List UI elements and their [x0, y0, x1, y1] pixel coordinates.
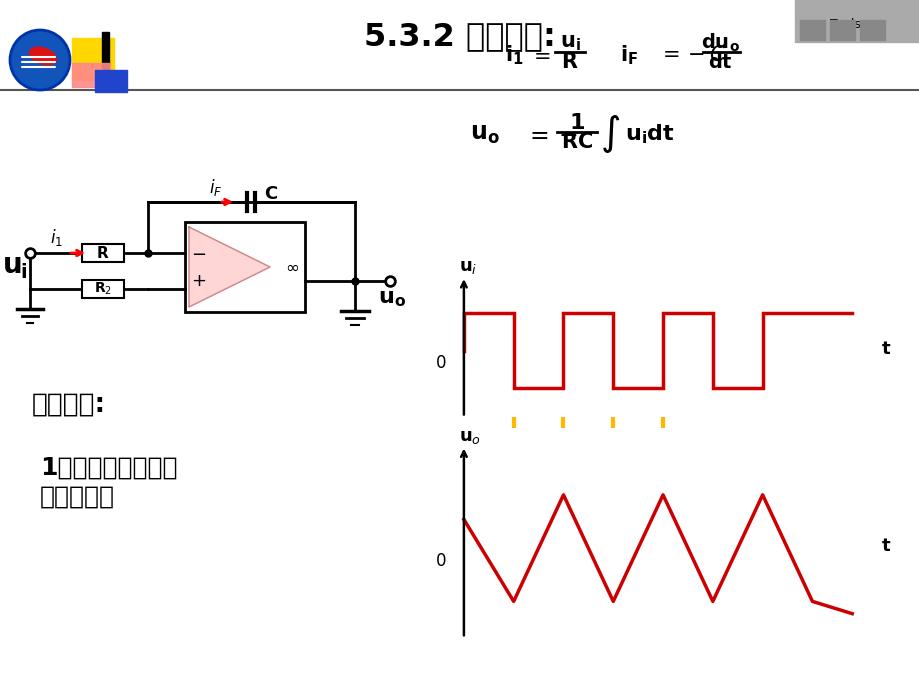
Text: Tools: Tools: [829, 19, 860, 32]
Text: t: t: [881, 537, 890, 555]
Text: u$_o$: u$_o$: [459, 428, 481, 446]
Text: $\mathbf{u_o}$: $\mathbf{u_o}$: [378, 289, 405, 309]
Text: $\mathbf{du_o}$: $\mathbf{du_o}$: [699, 32, 739, 54]
Text: $-$: $-$: [191, 244, 206, 262]
Text: C: C: [264, 185, 278, 203]
Bar: [800, 20, 824, 40]
Ellipse shape: [29, 47, 56, 65]
Text: $\mathbf{i_F}$: $\mathbf{i_F}$: [619, 43, 638, 67]
Bar: [859, 20, 884, 40]
Text: $\mathbf{i_1}$: $\mathbf{i_1}$: [505, 43, 523, 67]
Text: $\mathbf{u_i}$: $\mathbf{u_i}$: [559, 33, 580, 53]
Bar: [102, 32, 108, 87]
Text: 5.3.2 积分运算:: 5.3.2 积分运算:: [364, 21, 555, 52]
Text: $\mathbf{RC}$: $\mathbf{RC}$: [561, 132, 593, 152]
Text: $\int$: $\int$: [599, 113, 619, 155]
Text: t: t: [881, 339, 890, 357]
Bar: [794, 0, 919, 42]
Text: $= -C$: $= -C$: [657, 45, 725, 65]
Text: $=$: $=$: [528, 45, 550, 65]
Text: R: R: [97, 246, 108, 261]
Bar: [95, 70, 127, 92]
Text: u$_i$: u$_i$: [459, 258, 477, 276]
Text: $\infty$: $\infty$: [285, 258, 299, 276]
Text: R$_2$: R$_2$: [94, 281, 112, 297]
Text: 0: 0: [436, 552, 446, 570]
Text: $\mathbf{u_o}$: $\mathbf{u_o}$: [470, 122, 499, 146]
Text: $\mathbf{u}$: $\mathbf{u}$: [3, 251, 22, 279]
Text: $\mathbf{dt}$: $\mathbf{dt}$: [707, 54, 732, 72]
Text: 0: 0: [436, 354, 446, 373]
Text: 1、输入方波，输出: 1、输入方波，输出: [40, 456, 177, 480]
Bar: [72, 63, 110, 87]
Text: $\mathbf{R}$: $\mathbf{R}$: [561, 52, 578, 72]
Text: $i_1$: $i_1$: [50, 228, 62, 248]
Text: $\mathbf{u_i dt}$: $\mathbf{u_i dt}$: [624, 122, 675, 146]
Bar: [82, 244, 124, 262]
Bar: [829, 20, 854, 40]
Bar: [82, 280, 124, 298]
Circle shape: [10, 30, 70, 90]
Text: $+$: $+$: [191, 272, 206, 290]
Text: $\mathbf{i}$: $\mathbf{i}$: [20, 264, 28, 282]
Text: $= -$: $= -$: [525, 122, 577, 146]
Text: 应用举例:: 应用举例:: [32, 392, 106, 418]
Bar: [72, 38, 114, 80]
Polygon shape: [188, 227, 269, 307]
Text: $\mathbf{1}$: $\mathbf{1}$: [568, 113, 584, 133]
Text: 是三角波。: 是三角波。: [40, 485, 115, 509]
Bar: [185, 222, 305, 312]
Text: $i_F$: $i_F$: [209, 177, 222, 197]
